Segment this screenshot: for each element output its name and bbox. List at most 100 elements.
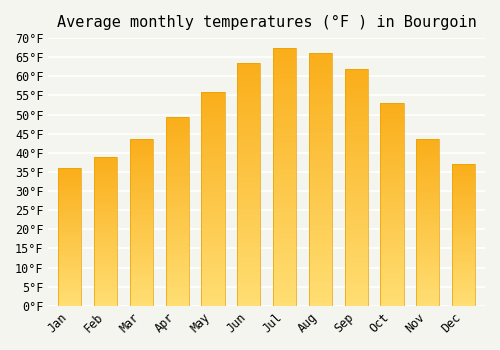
Bar [416, 301, 440, 302]
Bar [166, 150, 189, 153]
Bar [94, 227, 118, 228]
Bar [344, 190, 368, 192]
Bar [202, 257, 224, 259]
Bar [344, 216, 368, 218]
Bar [273, 278, 296, 280]
Bar [58, 245, 82, 247]
Bar [452, 266, 475, 268]
Bar [380, 154, 404, 156]
Bar [130, 284, 153, 286]
Bar [452, 164, 475, 166]
Bar [273, 285, 296, 288]
Bar [166, 177, 189, 179]
Bar [380, 227, 404, 229]
Bar [94, 193, 118, 194]
Bar [237, 291, 260, 294]
Bar [380, 121, 404, 124]
Bar [416, 293, 440, 294]
Bar [130, 251, 153, 253]
Bar [273, 187, 296, 190]
Bar [416, 211, 440, 213]
Bar [416, 278, 440, 279]
Bar [166, 266, 189, 268]
Bar [130, 289, 153, 291]
Bar [202, 105, 224, 107]
Bar [452, 203, 475, 204]
Bar [308, 162, 332, 164]
Bar [452, 197, 475, 198]
Bar [416, 243, 440, 244]
Bar [237, 296, 260, 299]
Bar [202, 94, 224, 96]
Bar [344, 246, 368, 249]
Bar [380, 275, 404, 278]
Bar [380, 135, 404, 138]
Bar [237, 109, 260, 112]
Bar [237, 172, 260, 175]
Bar [237, 279, 260, 281]
Bar [58, 275, 82, 277]
Bar [452, 174, 475, 176]
Bar [237, 78, 260, 80]
Bar [452, 201, 475, 203]
Bar [58, 207, 82, 208]
Bar [94, 274, 118, 276]
Bar [237, 102, 260, 104]
Bar [273, 135, 296, 138]
Bar [452, 271, 475, 272]
Bar [202, 152, 224, 154]
Bar [202, 244, 224, 246]
Bar [416, 223, 440, 224]
Bar [130, 223, 153, 224]
Bar [166, 208, 189, 209]
Bar [380, 267, 404, 270]
Bar [273, 231, 296, 233]
Bar [166, 232, 189, 234]
Bar [344, 275, 368, 278]
Bar [273, 265, 296, 267]
Bar [202, 248, 224, 250]
Bar [308, 63, 332, 66]
Bar [130, 298, 153, 299]
Bar [380, 115, 404, 117]
Bar [166, 260, 189, 262]
Bar [344, 303, 368, 306]
Bar [202, 167, 224, 169]
Bar [273, 267, 296, 270]
Bar [273, 86, 296, 89]
Bar [416, 139, 440, 306]
Bar [308, 137, 332, 139]
Bar [166, 279, 189, 281]
Bar [308, 102, 332, 104]
Bar [344, 114, 368, 116]
Bar [452, 262, 475, 264]
Bar [380, 219, 404, 221]
Bar [166, 172, 189, 173]
Bar [58, 281, 82, 282]
Bar [308, 91, 332, 94]
Bar [380, 294, 404, 296]
Bar [202, 252, 224, 254]
Bar [344, 102, 368, 104]
Bar [308, 134, 332, 137]
Bar [166, 139, 189, 141]
Bar [308, 54, 332, 56]
Bar [308, 114, 332, 117]
Bar [58, 247, 82, 248]
Bar [416, 201, 440, 203]
Bar [416, 178, 440, 180]
Bar [416, 216, 440, 218]
Bar [380, 257, 404, 259]
Bar [344, 292, 368, 294]
Bar [452, 251, 475, 252]
Bar [166, 124, 189, 126]
Bar [344, 273, 368, 275]
Bar [130, 296, 153, 298]
Bar [308, 195, 332, 197]
Bar [344, 194, 368, 197]
Bar [130, 148, 153, 149]
Bar [308, 160, 332, 162]
Bar [202, 109, 224, 111]
Bar [273, 205, 296, 208]
Bar [344, 121, 368, 123]
